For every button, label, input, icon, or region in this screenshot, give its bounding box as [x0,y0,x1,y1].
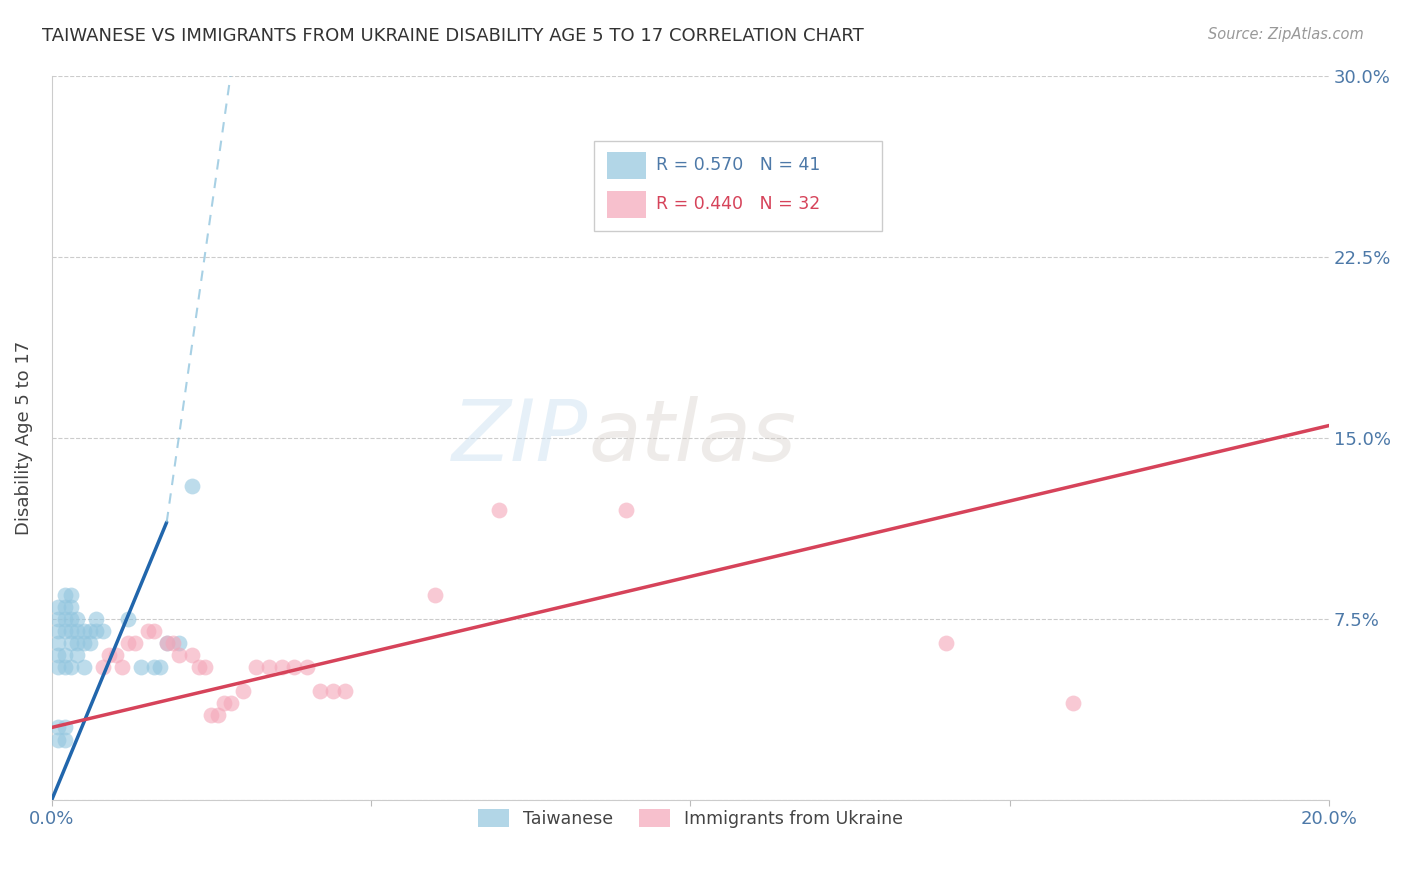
Point [142,624,165,638]
Point [98,648,121,662]
Point [335,684,357,698]
Point [162,636,184,650]
Point [309,684,332,698]
Y-axis label: Disability Age 5 to 17: Disability Age 5 to 17 [15,341,32,535]
Point [59,624,82,638]
FancyBboxPatch shape [607,191,645,219]
Point [53,732,76,747]
Point [59,588,82,602]
Point [207,708,229,723]
Point [156,636,179,650]
Point [53,721,76,735]
Point [270,660,292,674]
Point [187,660,209,674]
Point [79,636,101,650]
Point [73,660,96,674]
Point [219,696,242,710]
Point [111,660,134,674]
Point [149,660,172,674]
Text: atlas: atlas [588,396,796,479]
Point [142,660,165,674]
Text: R = 0.570   N = 41: R = 0.570 N = 41 [655,156,820,174]
Text: Source: ZipAtlas.com: Source: ZipAtlas.com [1208,27,1364,42]
Point [194,660,217,674]
Point [53,588,76,602]
Text: TAIWANESE VS IMMIGRANTS FROM UKRAINE DISABILITY AGE 5 TO 17 CORRELATION CHART: TAIWANESE VS IMMIGRANTS FROM UKRAINE DIS… [42,27,863,45]
Point [169,636,191,650]
Point [181,479,204,493]
Point [73,636,96,650]
Point [245,660,267,674]
Point [423,588,446,602]
Point [59,612,82,626]
Point [59,636,82,650]
Point [59,660,82,674]
Point [66,624,89,638]
Point [66,648,89,662]
FancyBboxPatch shape [595,141,882,231]
Point [86,624,108,638]
Point [200,708,222,723]
Point [91,660,114,674]
Point [117,612,139,626]
Point [1062,696,1084,710]
Point [79,624,101,638]
Point [488,503,510,517]
Point [616,503,638,517]
Point [53,624,76,638]
Point [46,660,69,674]
Point [136,624,159,638]
Point [295,660,318,674]
Point [212,696,235,710]
Point [104,648,127,662]
Point [181,648,204,662]
Text: ZIP: ZIP [451,396,588,479]
Point [156,636,179,650]
Point [129,660,152,674]
Point [53,612,76,626]
Point [283,660,305,674]
Point [46,732,69,747]
Point [322,684,344,698]
Point [53,599,76,614]
Point [73,624,96,638]
Point [53,648,76,662]
Point [117,636,139,650]
Point [232,684,254,698]
Point [53,660,76,674]
Legend: Taiwanese, Immigrants from Ukraine: Taiwanese, Immigrants from Ukraine [471,802,910,835]
Point [46,612,69,626]
Point [46,648,69,662]
Point [124,636,146,650]
Point [257,660,280,674]
Point [91,624,114,638]
Point [86,612,108,626]
Point [46,599,69,614]
FancyBboxPatch shape [607,152,645,179]
Point [46,636,69,650]
Point [169,648,191,662]
Point [59,599,82,614]
Point [46,624,69,638]
Point [935,636,957,650]
Point [66,612,89,626]
Text: R = 0.440   N = 32: R = 0.440 N = 32 [655,195,820,213]
Point [46,721,69,735]
Point [66,636,89,650]
